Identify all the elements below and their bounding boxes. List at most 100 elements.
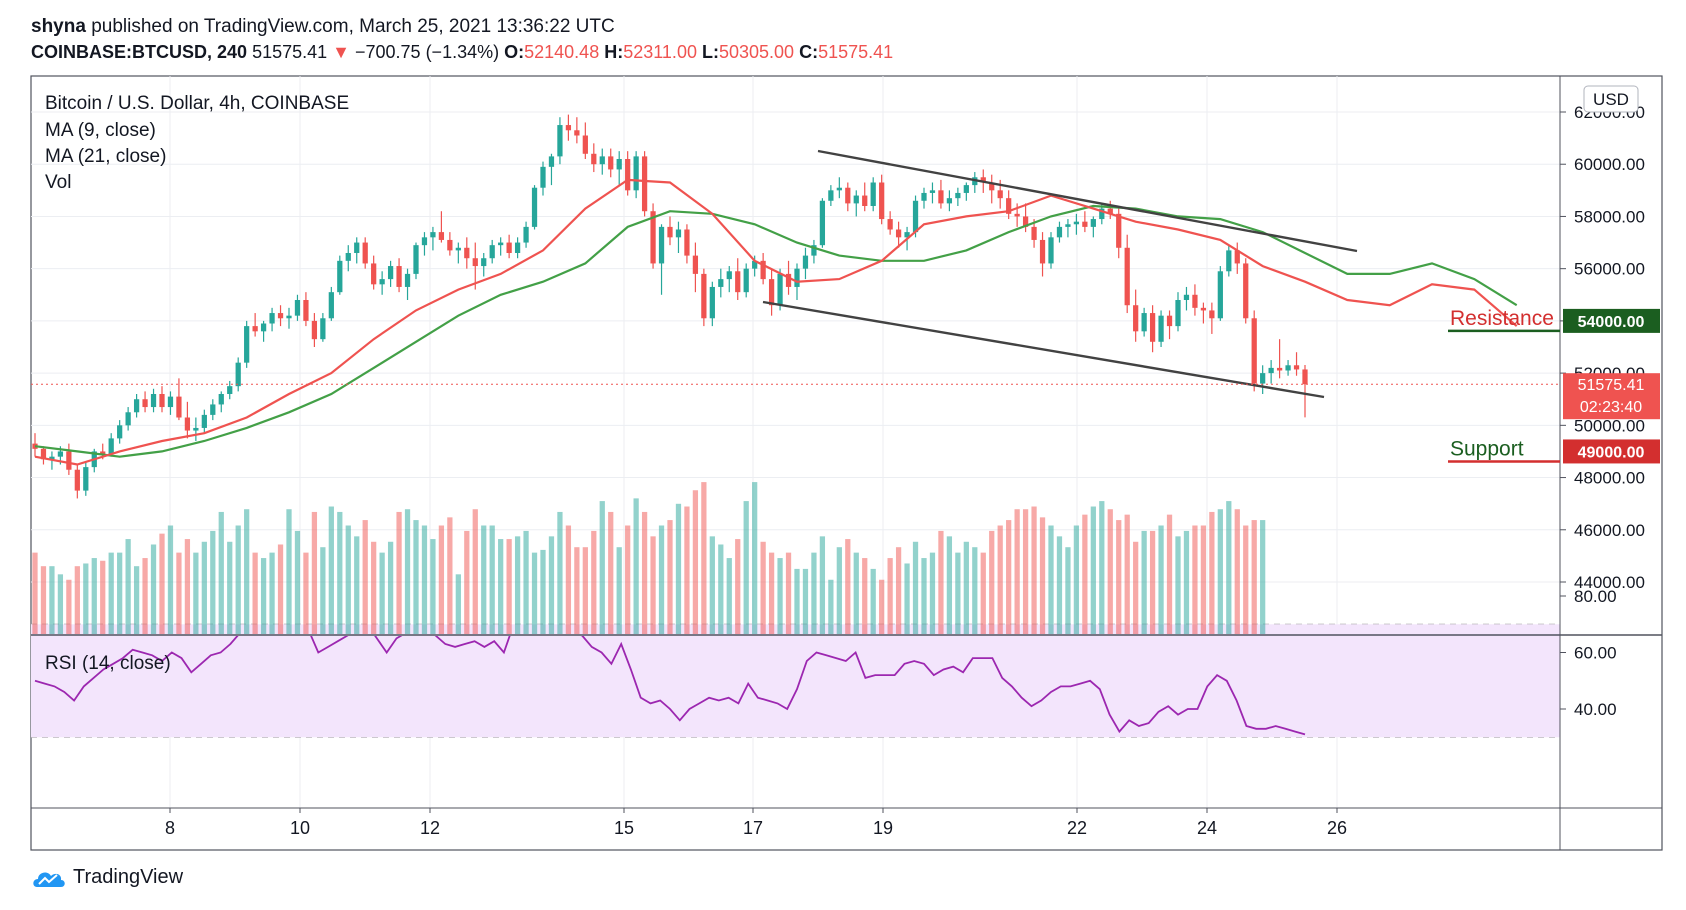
- legend-ma9[interactable]: MA (9, close): [45, 120, 156, 141]
- volume-bar: [506, 539, 512, 634]
- candle-body: [684, 229, 690, 256]
- volume-bar: [1192, 525, 1198, 634]
- volume-bar: [760, 541, 766, 634]
- symbol-label: COINBASE:BTCUSD, 240: [31, 42, 248, 62]
- candle-body: [227, 386, 233, 394]
- volume-bar: [1065, 547, 1071, 634]
- trend-channel[interactable]: [762, 149, 1358, 399]
- candle-body: [74, 469, 80, 491]
- time-tick-label: 8: [165, 818, 175, 838]
- candle-body: [49, 456, 55, 460]
- volume-bar: [667, 520, 673, 634]
- legend-vol[interactable]: Vol: [45, 172, 71, 193]
- candle-body: [887, 219, 893, 230]
- candle-body: [1175, 300, 1181, 327]
- candle-body: [1048, 237, 1054, 264]
- volume-bar: [802, 568, 809, 634]
- volume-bar: [49, 566, 55, 634]
- candle-body: [997, 190, 1003, 199]
- legend-ma21[interactable]: MA (21, close): [45, 146, 166, 167]
- time-tick-label: 22: [1067, 818, 1087, 838]
- candle-body: [1014, 213, 1020, 217]
- volume-bar: [777, 558, 783, 634]
- time-tick-label: 12: [420, 818, 440, 838]
- currency-box[interactable]: [1583, 85, 1639, 113]
- candle-body: [447, 239, 453, 251]
- volume-bar: [929, 552, 936, 634]
- volume-bar: [125, 539, 131, 634]
- volume-bar: [862, 558, 868, 634]
- author-name[interactable]: shyna: [31, 16, 86, 37]
- candle-body: [963, 185, 969, 193]
- high-label: H:: [604, 42, 624, 62]
- candle-body: [709, 286, 715, 319]
- candle-body: [498, 242, 504, 246]
- volume-bar: [1116, 520, 1122, 634]
- candle-body: [66, 451, 72, 470]
- candle-body: [421, 237, 428, 246]
- candle-body: [1022, 216, 1029, 227]
- candle-body: [1276, 367, 1283, 371]
- candle-body: [404, 273, 411, 287]
- candle-body: [641, 156, 648, 212]
- volume-bar: [853, 552, 859, 634]
- low-value: 50305.00: [718, 42, 795, 62]
- candle-body: [167, 396, 174, 408]
- candle-body: [464, 247, 470, 259]
- volume-bar: [117, 552, 123, 634]
- candle-body: [955, 192, 961, 199]
- volume-bar: [701, 482, 707, 634]
- candle-body: [946, 198, 953, 204]
- volume-bar: [464, 530, 470, 634]
- candle-body: [1116, 213, 1122, 248]
- tradingview-branding[interactable]: TradingView: [31, 866, 183, 889]
- volume-bars: [32, 482, 1266, 634]
- price-tick-label: 56000.00: [1574, 260, 1645, 279]
- ma9-line: [34, 178, 1518, 466]
- rsi-panel: [34, 636, 1306, 736]
- candle-body: [625, 159, 631, 191]
- candle-body: [303, 300, 309, 321]
- volume-bar: [540, 549, 546, 634]
- volume-bar: [167, 525, 174, 634]
- volume-bar: [1141, 530, 1147, 634]
- high-value: 52311.00: [623, 42, 697, 62]
- volume-bar: [387, 541, 394, 634]
- candle-body: [430, 232, 436, 238]
- candle-body: [650, 211, 656, 264]
- low-label: L:: [701, 42, 719, 62]
- volume-bar: [1243, 525, 1249, 634]
- time-axis[interactable]: 8 10 12 15 17 19 22 24 26: [165, 808, 1347, 838]
- candle-body: [481, 258, 487, 267]
- candle-body: [371, 263, 377, 285]
- time-tick-label: 15: [614, 818, 634, 838]
- volume-bar: [108, 552, 114, 634]
- resistance-price-text: 54000.00: [1578, 314, 1645, 331]
- candlesticks[interactable]: [32, 114, 1308, 499]
- candle-body: [1133, 305, 1139, 332]
- legend-rsi[interactable]: RSI (14, close): [45, 653, 171, 674]
- volume-bar: [955, 552, 961, 634]
- volume-bar: [752, 482, 758, 634]
- volume-bar: [337, 511, 343, 634]
- candle-body: [489, 245, 495, 259]
- volume-bar: [345, 525, 351, 634]
- candle-body: [574, 130, 580, 136]
- currency-label[interactable]: USD: [1593, 90, 1629, 109]
- rsi-axis[interactable]: 80.00 60.00 40.00: [1560, 587, 1617, 719]
- candle-body: [921, 192, 927, 201]
- candle-body: [235, 362, 241, 387]
- price-tick-label: 44000.00: [1574, 573, 1645, 592]
- candle-body: [176, 396, 182, 418]
- volume-bar: [997, 525, 1003, 634]
- channel-upper-line: [817, 149, 1358, 253]
- candle-body: [294, 300, 301, 316]
- volume-bar: [557, 511, 563, 634]
- volume-bar: [269, 552, 275, 634]
- volume-bar: [599, 501, 605, 634]
- candle-body: [1073, 221, 1080, 225]
- candle-body: [777, 273, 783, 306]
- candle-body: [785, 273, 792, 287]
- volume-bar: [1260, 520, 1266, 634]
